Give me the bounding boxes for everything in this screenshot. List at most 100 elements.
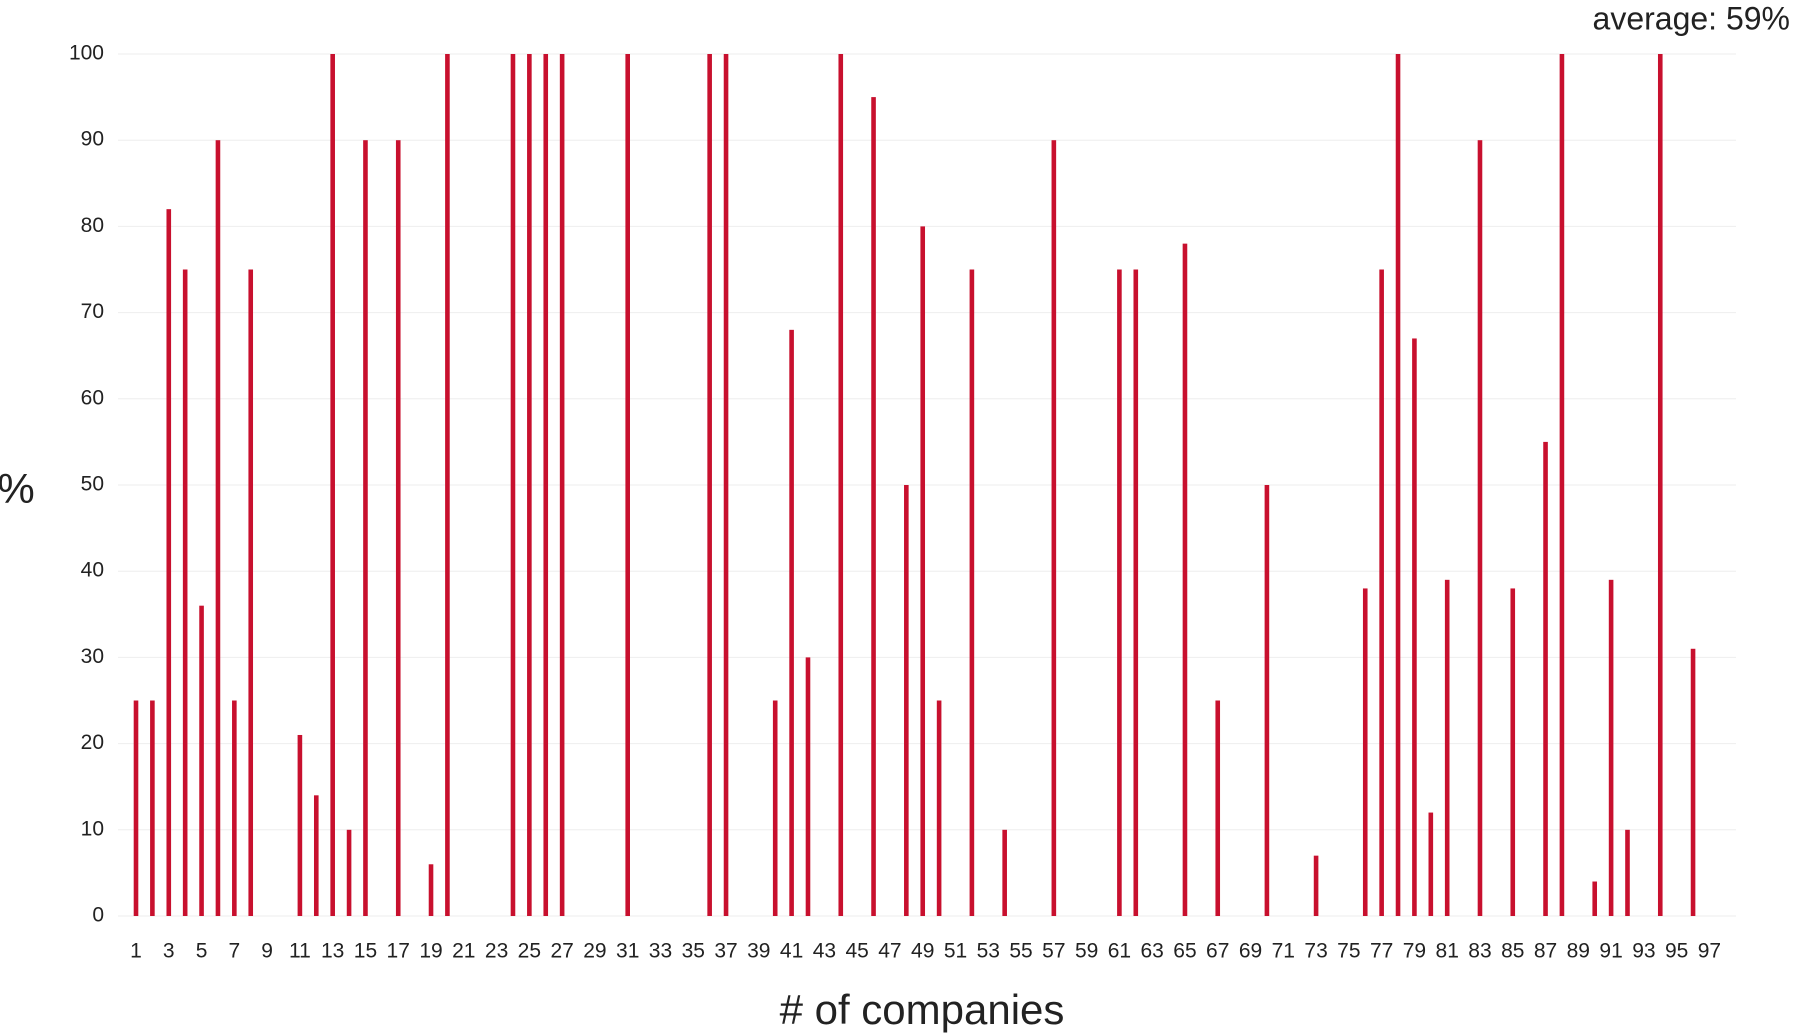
- y-tick-label: 60: [81, 386, 104, 409]
- bar: [789, 329, 794, 917]
- x-tick-label: 95: [1665, 940, 1688, 963]
- bar: [1559, 54, 1565, 916]
- x-tick-label: 69: [1239, 940, 1262, 963]
- x-tick-label: 35: [682, 940, 705, 963]
- bar: [969, 269, 975, 916]
- x-tick-label: 87: [1534, 940, 1557, 963]
- x-tick-label: 43: [813, 940, 836, 963]
- y-tick-label: 70: [81, 300, 104, 323]
- x-tick-label: 63: [1141, 940, 1164, 963]
- y-tick-label: 10: [81, 817, 104, 840]
- bar: [428, 864, 434, 916]
- x-tick-label: 1: [130, 940, 142, 963]
- x-tick-label: 65: [1173, 940, 1196, 963]
- bar: [1264, 485, 1270, 916]
- x-tick-label: 55: [1009, 940, 1032, 963]
- bar: [904, 485, 909, 916]
- bar: [1395, 54, 1401, 916]
- y-axis-label: %: [0, 465, 35, 512]
- bar: [510, 54, 516, 916]
- x-tick-label: 91: [1599, 940, 1622, 963]
- x-tick-label: 9: [261, 940, 273, 963]
- x-tick-label: 17: [387, 940, 410, 963]
- x-tick-label: 81: [1436, 940, 1459, 963]
- x-tick-label: 61: [1108, 940, 1131, 963]
- bar: [1444, 579, 1450, 916]
- bar: [1477, 140, 1483, 916]
- x-tick-label: 57: [1042, 940, 1065, 963]
- x-tick-label: 23: [485, 940, 508, 963]
- bar: [559, 54, 565, 916]
- x-tick-label: 93: [1632, 940, 1655, 963]
- x-tick-label: 89: [1567, 940, 1590, 963]
- x-tick-label: 11: [289, 940, 311, 963]
- y-tick-label: 20: [81, 731, 104, 754]
- y-tick-label: 100: [69, 42, 104, 65]
- x-tick-label: 33: [649, 940, 672, 963]
- bar: [1133, 269, 1139, 916]
- y-tick-label: 50: [81, 473, 104, 496]
- y-tick-label: 0: [92, 904, 104, 927]
- x-tick-label: 51: [944, 940, 967, 963]
- bar: [707, 54, 712, 916]
- x-tick-label: 83: [1468, 940, 1491, 963]
- bar: [772, 700, 778, 916]
- bar: [232, 700, 237, 916]
- bar: [838, 54, 844, 916]
- bar: [330, 54, 335, 916]
- bar: [1215, 700, 1221, 916]
- x-tick-label: 13: [321, 940, 344, 963]
- bar: [313, 795, 319, 916]
- x-tick-label: 59: [1075, 940, 1098, 963]
- bar: [445, 54, 450, 916]
- x-tick-label: 29: [583, 940, 606, 963]
- bar: [1313, 855, 1319, 916]
- y-tick-label: 90: [81, 128, 104, 151]
- bar: [1625, 829, 1630, 916]
- x-tick-label: 73: [1304, 940, 1327, 963]
- x-tick-label: 85: [1501, 940, 1524, 963]
- bar: [1428, 812, 1434, 916]
- x-tick-label: 27: [550, 940, 573, 963]
- bar: [1543, 441, 1548, 916]
- x-tick-label: 79: [1403, 940, 1426, 963]
- bar: [936, 700, 942, 916]
- bar: [920, 226, 926, 916]
- x-tick-label: 45: [845, 940, 868, 963]
- x-tick-label: 5: [196, 940, 208, 963]
- x-tick-label: 77: [1370, 940, 1393, 963]
- bar: [1510, 588, 1516, 916]
- y-tick-label: 80: [81, 214, 104, 237]
- x-tick-label: 21: [452, 940, 475, 963]
- bar: [723, 54, 729, 916]
- bar: [543, 54, 549, 916]
- bar: [133, 700, 139, 916]
- bar: [1657, 54, 1663, 916]
- x-tick-label: 41: [780, 940, 803, 963]
- bar: [182, 269, 188, 916]
- x-tick-label: 7: [228, 940, 240, 963]
- bar: [1592, 881, 1598, 916]
- bar: [871, 97, 876, 917]
- bar: [215, 140, 221, 916]
- x-tick-label: 37: [714, 940, 737, 963]
- bar: [199, 605, 204, 916]
- bar: [1051, 140, 1057, 916]
- x-tick-label: 31: [616, 940, 639, 963]
- x-tick-label: 97: [1698, 940, 1721, 963]
- x-tick-label: 75: [1337, 940, 1360, 963]
- bar: [166, 209, 172, 916]
- bar: [1608, 579, 1614, 916]
- x-tick-label: 25: [518, 940, 541, 963]
- x-tick-label: 39: [747, 940, 770, 963]
- bar: [248, 269, 254, 916]
- x-tick-label: 3: [163, 940, 175, 963]
- bar: [395, 140, 401, 916]
- x-tick-label: 15: [354, 940, 377, 963]
- bar: [805, 657, 811, 916]
- x-tick-label: 19: [419, 940, 442, 963]
- bar: [1002, 829, 1007, 916]
- x-tick-label: 67: [1206, 940, 1229, 963]
- y-tick-label: 40: [81, 559, 104, 582]
